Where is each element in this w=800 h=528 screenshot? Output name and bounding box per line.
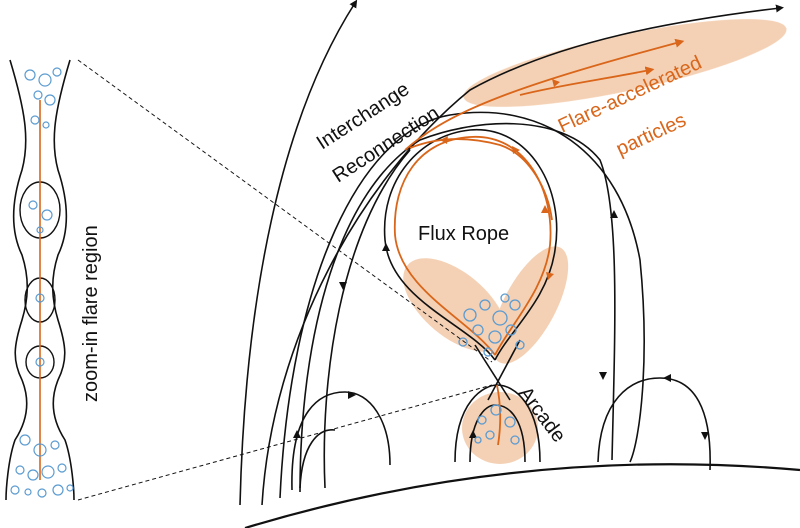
- arrow: [701, 432, 709, 440]
- label-flux-rope: Flux Rope: [418, 223, 509, 245]
- rope-inner-path: [409, 138, 553, 221]
- open-field-line-1: [239, 0, 358, 506]
- arrow: [440, 136, 448, 144]
- bubble: [35, 357, 45, 367]
- bubble: [472, 324, 484, 336]
- bubble: [42, 121, 50, 129]
- particle-paths: [393, 38, 685, 446]
- bubble: [509, 299, 521, 311]
- zoom-inset: [5, 59, 75, 501]
- arrow: [599, 372, 607, 380]
- arrow: [339, 282, 347, 290]
- bubble: [488, 330, 502, 344]
- bubble: [30, 115, 40, 125]
- arrow: [293, 430, 301, 438]
- bubble: [52, 67, 62, 77]
- inset-current-sheet-right: [51, 59, 75, 501]
- escaping-particle-path: [404, 38, 685, 151]
- left-footpoint-highlight: [403, 258, 507, 352]
- solar-surface: [244, 463, 800, 528]
- small-left-loop: [291, 391, 391, 491]
- bubble: [492, 310, 508, 326]
- escaping-particle-path-2: [519, 66, 655, 96]
- small-left-loop-inner: [299, 429, 336, 489]
- bubble: [38, 73, 52, 87]
- arrow: [382, 243, 390, 251]
- arcade-particle-path: [496, 384, 502, 446]
- middle-closed-loop: [299, 122, 616, 493]
- bubble: [500, 293, 510, 303]
- bubble: [474, 436, 482, 444]
- arrow: [663, 374, 671, 382]
- outer-closed-loop: [279, 111, 645, 499]
- field-line-arrows: [293, 210, 709, 440]
- bubble: [490, 404, 502, 416]
- arrow: [610, 210, 618, 218]
- bubble: [66, 484, 74, 492]
- arrow: [552, 79, 560, 87]
- bubble: [35, 293, 45, 303]
- bubble: [28, 200, 38, 210]
- inset-current-sheet-left: [5, 59, 29, 501]
- bubble: [477, 415, 487, 425]
- bubble: [515, 340, 525, 350]
- open-field-line-2: [261, 4, 784, 506]
- arrow: [546, 272, 554, 280]
- inset-bubbles: [10, 67, 74, 498]
- flare-particles-highlight: [463, 19, 787, 107]
- label-flare-particles-line2: particles: [613, 109, 690, 160]
- bubble: [483, 347, 493, 357]
- bubble: [504, 416, 516, 428]
- bubble: [24, 488, 32, 496]
- bubble: [36, 226, 44, 234]
- label-zoom-in-flare-region: zoom-in flare region: [80, 225, 102, 402]
- orange-arrows: [440, 79, 560, 280]
- bubble: [510, 435, 520, 445]
- bubble: [463, 308, 477, 322]
- bubble: [27, 469, 39, 481]
- zoom-line-top: [77, 59, 493, 363]
- bubble: [52, 484, 64, 496]
- bubble: [37, 488, 47, 498]
- bubble: [10, 485, 20, 495]
- bubble: [505, 324, 517, 336]
- bubble: [33, 90, 43, 100]
- zoom-projection-lines: [77, 59, 493, 501]
- bubble: [50, 440, 60, 450]
- zoom-line-bottom: [77, 384, 493, 501]
- loop-left-lower: [323, 149, 411, 489]
- bubble: [33, 443, 47, 457]
- arrow: [512, 146, 520, 154]
- bubble: [24, 69, 36, 81]
- arrow: [541, 205, 549, 213]
- plasma-bubbles: [458, 293, 525, 445]
- x-point-right: [487, 339, 521, 401]
- flux-rope-loop: [383, 129, 558, 361]
- bubble: [485, 430, 495, 440]
- arrow: [469, 430, 477, 438]
- bubble: [44, 94, 56, 106]
- bubble: [479, 299, 491, 311]
- arrow: [348, 391, 356, 399]
- bubble: [41, 465, 55, 479]
- bubble: [57, 463, 67, 473]
- bubble: [19, 434, 31, 446]
- bubble: [458, 337, 468, 347]
- bubble: [15, 465, 25, 475]
- small-right-loop: [597, 377, 711, 471]
- rope-particle-path: [393, 136, 552, 356]
- bubble: [41, 209, 53, 221]
